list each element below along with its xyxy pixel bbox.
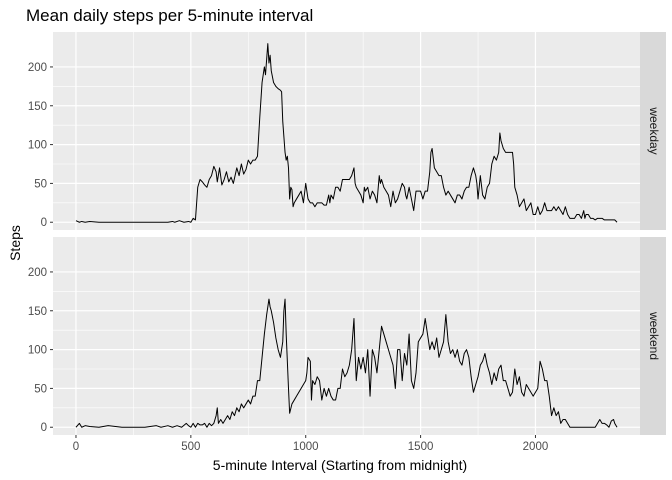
x-axis: 0 500 1000 1500 2000 (73, 435, 548, 453)
panel-weekday: 0 50 100 150 200 weekday (28, 32, 666, 230)
facet-label-weekday: weekday (647, 106, 661, 154)
y-tick-label: 200 (28, 267, 47, 279)
facet-label-weekend: weekend (647, 311, 661, 360)
panels: 0 50 100 150 200 weekday 0 50 100 150 200 weekend (28, 32, 666, 435)
y-tick-label: 100 (28, 140, 47, 152)
y-tick-label: 50 (34, 383, 47, 395)
y-tick-label: 150 (28, 306, 47, 318)
y-axis-label: Steps (7, 225, 23, 261)
panel-weekend: 0 50 100 150 200 weekend (28, 237, 666, 435)
chart-title: Mean daily steps per 5-minute interval (26, 6, 314, 25)
y-tick-label: 150 (28, 101, 47, 113)
y-tick-label: 200 (28, 62, 47, 74)
series-line-weekend (75, 298, 618, 428)
x-tick-label: 1000 (293, 441, 319, 453)
y-tick-label: 100 (28, 345, 47, 357)
x-tick-label: 1500 (408, 441, 434, 453)
facet-strip (640, 32, 666, 230)
panel-background (53, 32, 640, 230)
panel-background (53, 237, 640, 435)
x-tick-label: 2000 (523, 441, 549, 453)
y-tick-label: 0 (41, 422, 47, 434)
y-tick-label: 50 (34, 178, 47, 190)
series-line-weekday (75, 43, 618, 223)
x-axis-label: 5-minute Interval (Starting from midnigh… (213, 457, 467, 473)
x-tick-label: 500 (181, 441, 200, 453)
facet-strip (640, 237, 666, 435)
x-tick-label: 0 (73, 441, 79, 453)
y-tick-label: 0 (41, 217, 47, 229)
